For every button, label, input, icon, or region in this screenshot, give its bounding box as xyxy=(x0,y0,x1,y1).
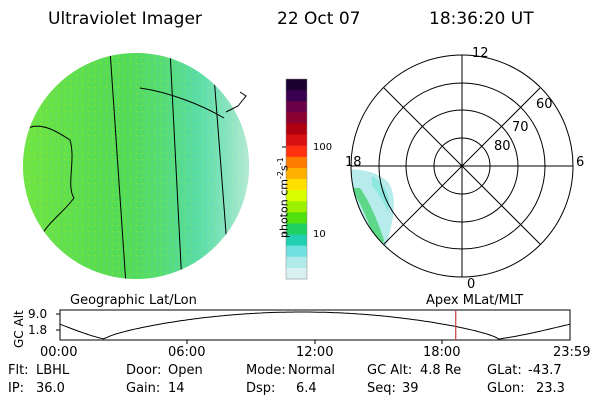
polar-aurora-region xyxy=(351,169,394,253)
mlt-label-6: 6 xyxy=(576,155,585,170)
colorbar-swatch xyxy=(286,190,307,202)
observation-time: 18:36:20 UT xyxy=(429,9,534,29)
glon-value: 23.3 xyxy=(536,381,565,396)
gcalt-label: GC Alt: xyxy=(367,363,413,378)
ip-value: 36.0 xyxy=(36,381,65,396)
mlat-label-60: 60 xyxy=(536,97,553,112)
mode-label: Mode: xyxy=(246,363,286,378)
colorbar-swatch xyxy=(286,167,307,180)
coastline-outside xyxy=(225,91,247,113)
colorbar-tick-100: 100 xyxy=(313,142,333,153)
gain-label: Gain: xyxy=(126,381,161,396)
altitude-ytick-9: 9.0 xyxy=(28,307,48,321)
mlt-label-18: 18 xyxy=(345,155,362,170)
mode-value: Normal xyxy=(288,363,336,378)
gain-value: 14 xyxy=(168,381,185,396)
colorbar-swatch xyxy=(286,156,307,169)
ip-label: IP: xyxy=(8,381,25,396)
time-tick-0600: 06:00 xyxy=(168,345,206,360)
seq-value: 39 xyxy=(402,381,419,396)
geographic-caption: Geographic Lat/Lon xyxy=(70,293,197,308)
time-tick-1200: 12:00 xyxy=(296,345,334,360)
colorbar-swatch xyxy=(286,234,307,247)
gcalt-value: 4.8 Re xyxy=(420,363,462,378)
altitude-curve xyxy=(59,311,571,340)
apex-caption: Apex MLat/MLT xyxy=(426,293,524,308)
dsp-label: Dsp: xyxy=(246,381,276,396)
seq-label: Seq: xyxy=(367,381,396,396)
time-tick-2359: 23:59 xyxy=(553,345,591,360)
colorbar-swatch xyxy=(286,79,307,91)
glat-value: -43.7 xyxy=(528,363,562,378)
colorbar-tick-10: 10 xyxy=(313,229,326,240)
filter-label: Flt: xyxy=(8,363,29,378)
colorbar-swatch xyxy=(286,245,307,258)
glat-label: GLat: xyxy=(487,363,522,378)
colorbar-swatch xyxy=(286,223,307,236)
mlt-label-12: 12 xyxy=(472,46,489,61)
door-value: Open xyxy=(168,363,203,378)
colorbar-swatch xyxy=(286,145,307,158)
glon-label: GLon: xyxy=(487,381,525,396)
colorbar-swatch xyxy=(286,101,307,113)
dsp-value: 6.4 xyxy=(296,381,317,396)
mlat-label-80: 80 xyxy=(494,139,511,154)
app-title: Ultraviolet Imager xyxy=(48,9,202,29)
colorbar-swatch xyxy=(286,134,307,147)
time-tick-1800: 18:00 xyxy=(423,345,461,360)
colorbar-swatch xyxy=(286,212,307,224)
colorbar-swatch xyxy=(286,123,307,136)
colorbar-swatch xyxy=(286,201,307,213)
mlat-label-70: 70 xyxy=(512,120,529,135)
time-tick-0000: 00:00 xyxy=(40,345,78,360)
observation-date: 22 Oct 07 xyxy=(277,9,361,29)
mlt-label-0: 0 xyxy=(467,277,476,292)
colorbar-swatch xyxy=(286,256,307,269)
colorbar-swatch xyxy=(286,267,307,280)
altitude-ytick-1-8: 1.8 xyxy=(28,323,48,337)
filter-value: LBHL xyxy=(36,363,70,378)
colorbar-swatch xyxy=(286,90,307,102)
colorbar-swatch xyxy=(286,112,307,124)
altitude-ylabel: GC Alt xyxy=(12,310,26,348)
colorbar-swatch xyxy=(286,179,307,191)
door-label: Door: xyxy=(126,363,162,378)
